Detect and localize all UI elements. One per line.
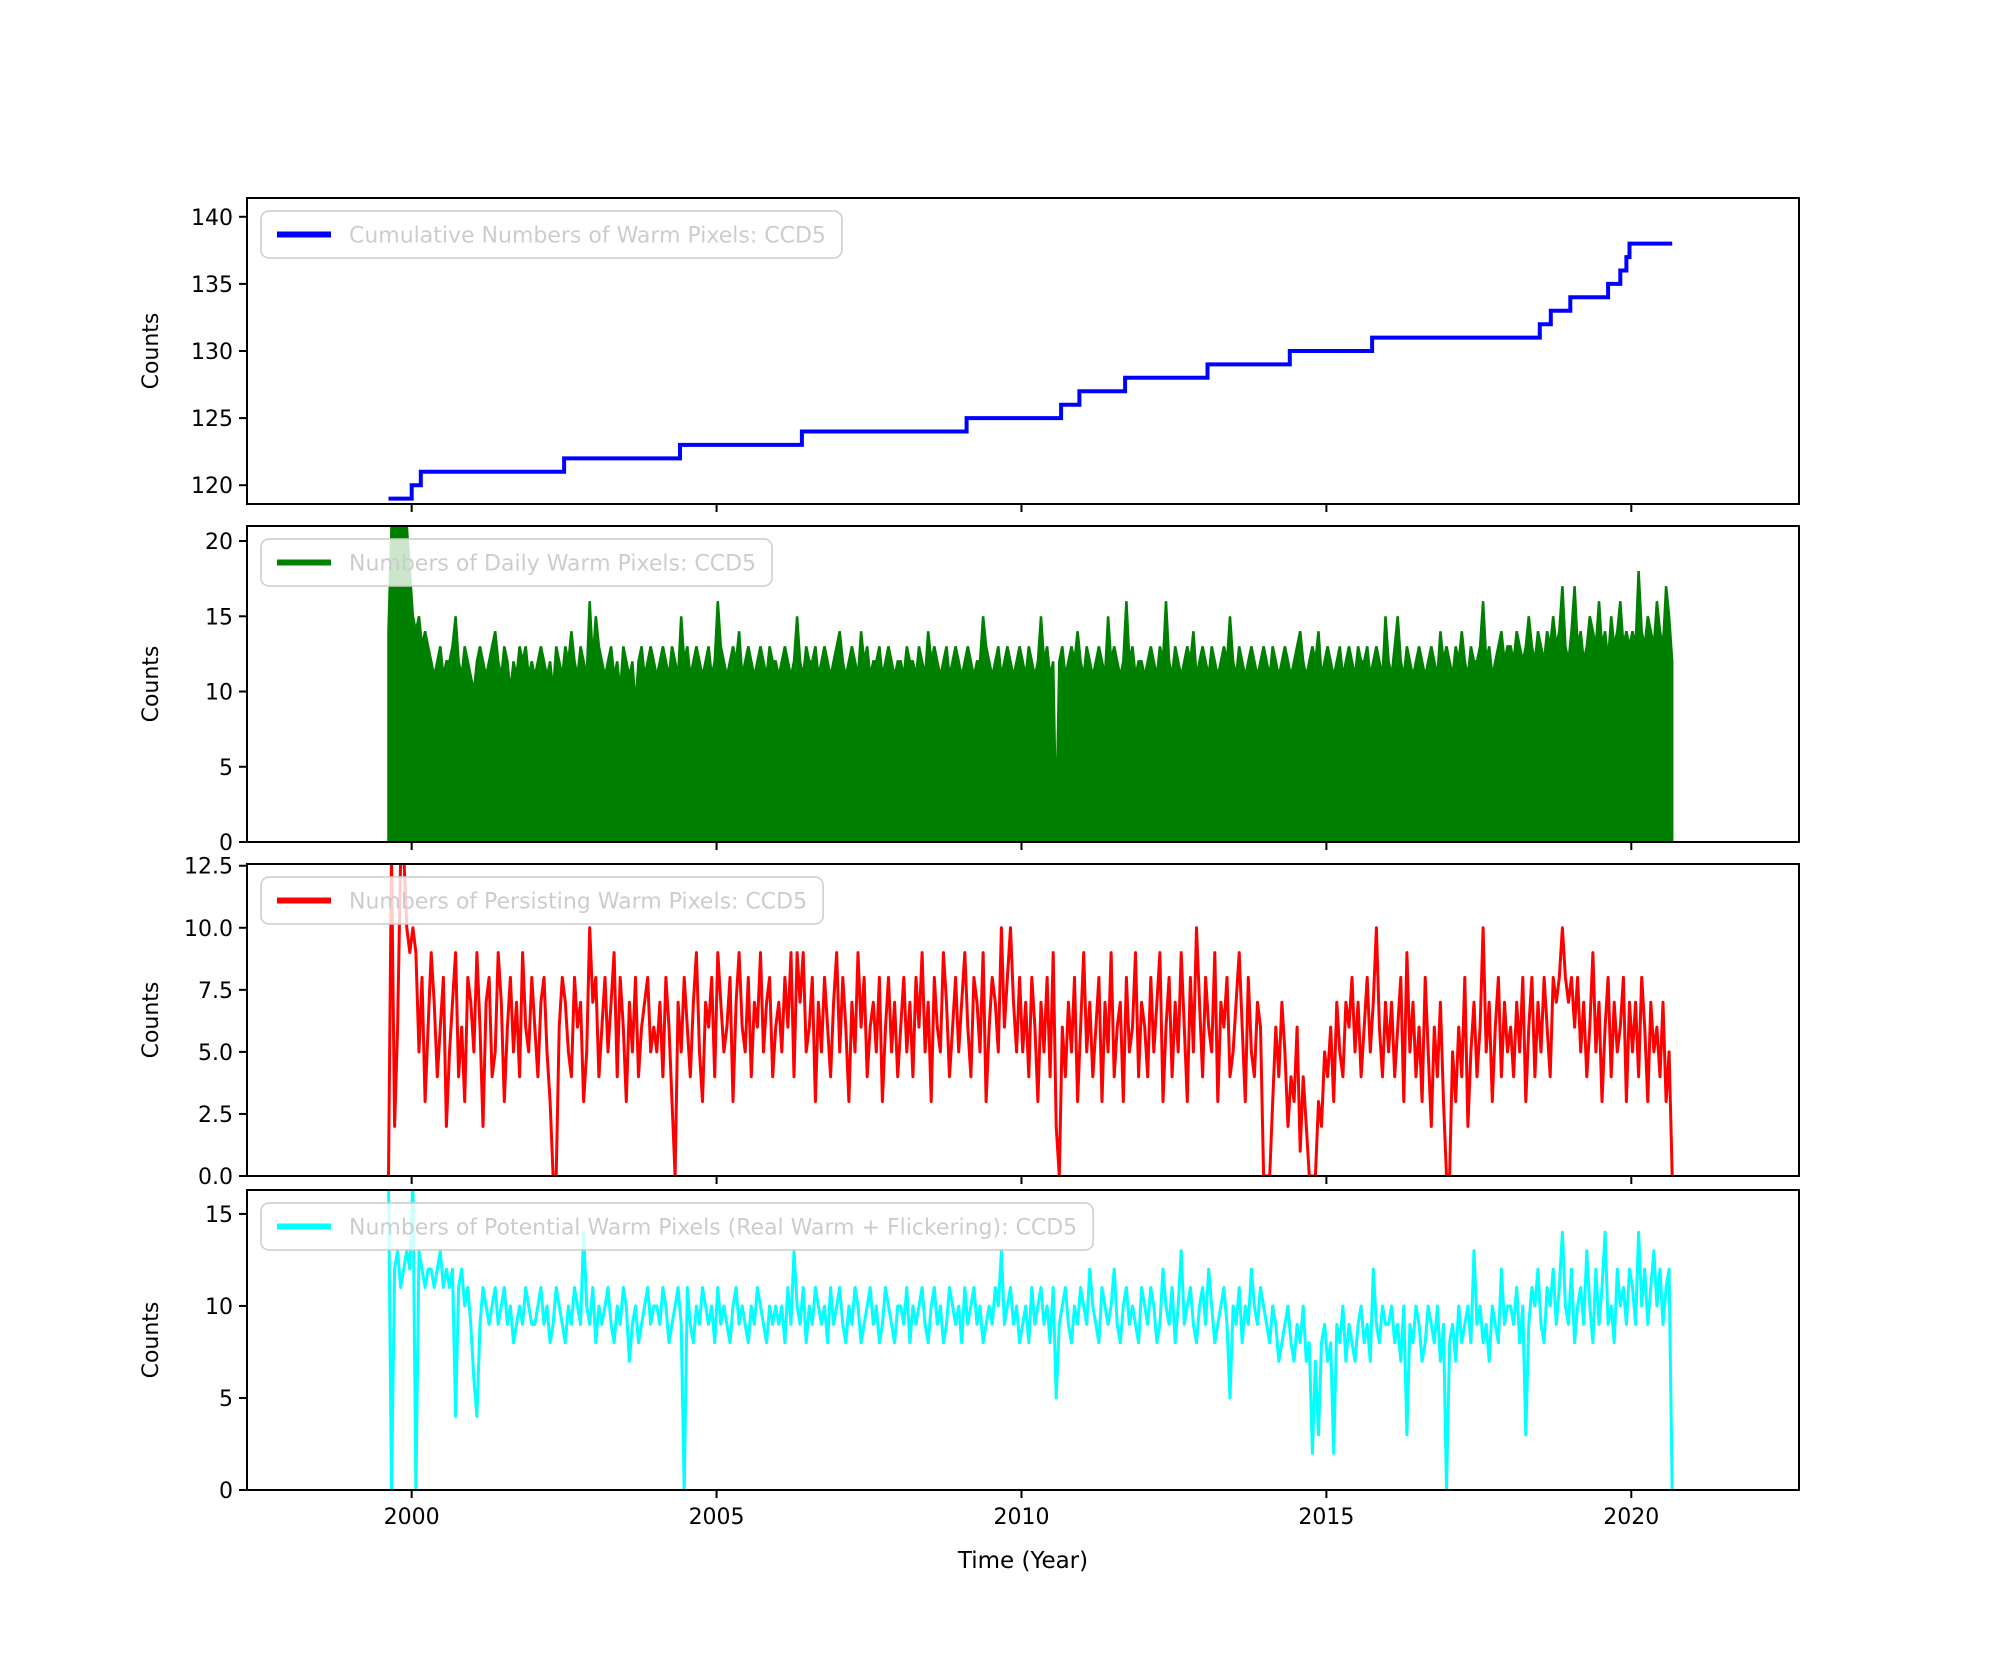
x-tick-label: 2005 xyxy=(689,1505,745,1530)
y-tick-label: 120 xyxy=(191,474,233,499)
subplot-daily-warm-pixels: Numbers of Daily Warm Pixels: CCD5 0 5 10 15… xyxy=(139,525,1800,856)
y-tick-label: 2.5 xyxy=(198,1103,233,1128)
y-tick-label: 5.0 xyxy=(198,1041,233,1066)
y-tick-label: 15 xyxy=(205,1203,233,1228)
y-tick-label: 130 xyxy=(191,340,233,365)
y-tick-label: 125 xyxy=(191,407,233,432)
potential-warm-pixels-series-line xyxy=(387,1190,1674,1490)
y-tick-label: 0.0 xyxy=(198,1165,233,1190)
x-tick-label: 2000 xyxy=(384,1505,440,1530)
y-axis-label: Counts xyxy=(139,646,164,723)
y-tick-label: 10.0 xyxy=(184,917,233,942)
axes-spines xyxy=(246,525,1800,843)
x-tick-label: 2020 xyxy=(1603,1505,1659,1530)
subplot-cumulative-warm-pixels: Cumulative Numbers of Warm Pixels: CCD5 1… xyxy=(139,197,1800,512)
persisting-warm-pixels-series-line xyxy=(387,864,1674,1176)
y-tick-label: 5 xyxy=(219,756,233,781)
y-tick-label: 15 xyxy=(205,605,233,630)
x-tick-label: 2010 xyxy=(993,1505,1049,1530)
legend-persisting-warm-pixels: Numbers of Persisting Warm Pixels: CCD5 xyxy=(260,876,824,925)
axes-spines xyxy=(246,863,1800,1177)
y-tick-label: 0 xyxy=(219,831,233,856)
cumulative-warm-pixels-series-line xyxy=(388,241,1673,501)
y-axis-label: Counts xyxy=(139,982,164,1059)
y-tick-label: 20 xyxy=(205,530,233,555)
legend-box xyxy=(260,210,843,259)
legend-cumulative-warm-pixels: Cumulative Numbers of Warm Pixels: CCD5 xyxy=(260,210,843,259)
legend-daily-warm-pixels: Numbers of Daily Warm Pixels: CCD5 xyxy=(260,538,773,587)
legend-box xyxy=(260,876,824,925)
y-tick-label: 135 xyxy=(191,273,233,298)
axes-spines xyxy=(246,1189,1800,1491)
y-tick-label: 140 xyxy=(191,206,233,231)
y-axis-label: Counts xyxy=(139,1302,164,1379)
x-axis-title: Time (Year) xyxy=(957,1548,1088,1574)
y-tick-label: 12.5 xyxy=(184,855,233,880)
legend-potential-warm-pixels: Numbers of Potential Warm Pixels (Real W… xyxy=(260,1202,1094,1251)
y-tick-label: 7.5 xyxy=(198,979,233,1004)
subplot-potential-warm-pixels: Numbers of Potential Warm Pixels (Real W… xyxy=(139,1189,1800,1504)
y-tick-label: 0 xyxy=(219,1479,233,1504)
legend-box xyxy=(260,1202,1094,1251)
legend-box xyxy=(260,538,773,587)
subplot-persisting-warm-pixels: Numbers of Persisting Warm Pixels: CCD5 0… xyxy=(139,855,1800,1190)
x-tick-label: 2015 xyxy=(1298,1505,1354,1530)
y-tick-label: 5 xyxy=(219,1387,233,1412)
y-tick-label: 10 xyxy=(205,1295,233,1320)
y-axis-label: Counts xyxy=(139,313,164,390)
y-tick-label: 10 xyxy=(205,681,233,706)
daily-warm-pixels-series-bars xyxy=(387,526,1674,842)
